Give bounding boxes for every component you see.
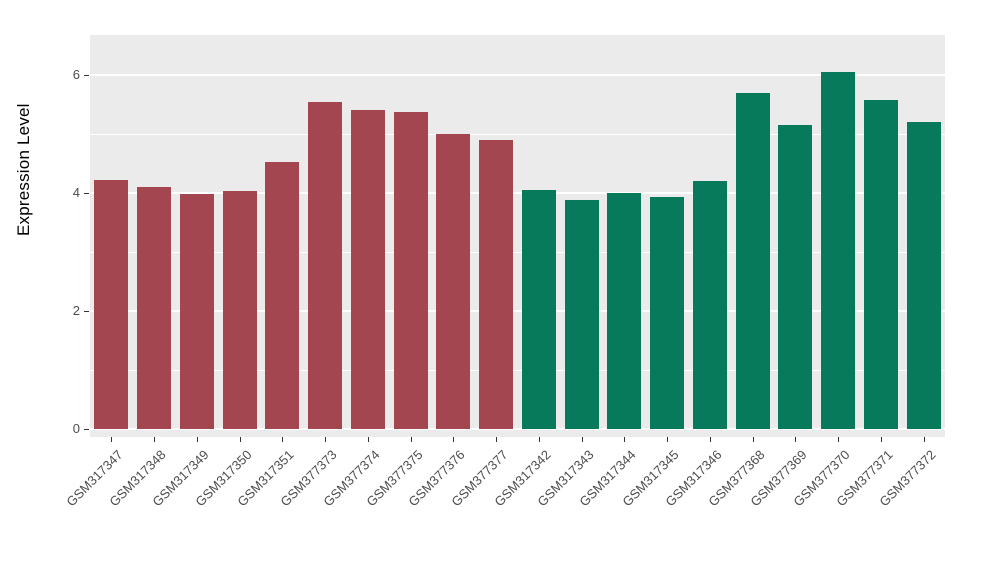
bar <box>650 197 685 429</box>
x-tick-mark <box>282 437 284 442</box>
y-tick-mark <box>84 311 89 312</box>
y-tick-label: 6 <box>72 67 80 82</box>
x-tick-mark <box>880 437 882 442</box>
bar <box>821 72 856 429</box>
x-tick-mark <box>410 437 412 442</box>
x-tick-mark <box>923 437 925 442</box>
x-tick-mark <box>367 437 369 442</box>
y-tick-mark <box>84 429 89 430</box>
gridline-major <box>90 428 945 430</box>
bar <box>308 101 343 429</box>
x-tick-mark <box>624 437 626 442</box>
y-tick-mark <box>84 193 89 194</box>
x-tick-mark <box>325 437 327 442</box>
bar <box>479 139 514 429</box>
gridline-major <box>90 74 945 76</box>
x-tick-mark <box>667 437 669 442</box>
gridline-major <box>90 192 945 194</box>
bar <box>94 180 129 429</box>
x-tick-mark <box>196 437 198 442</box>
bar <box>137 187 172 429</box>
bar <box>436 134 471 429</box>
y-tick-label: 0 <box>72 421 80 436</box>
bar <box>350 110 385 429</box>
x-tick-mark <box>239 437 241 442</box>
y-axis-title: Expression Level <box>14 103 33 236</box>
bar <box>564 200 599 429</box>
gridline-minor <box>90 251 945 253</box>
bar <box>735 92 770 429</box>
bar <box>521 190 556 429</box>
x-tick-mark <box>111 437 113 442</box>
x-tick-mark <box>453 437 455 442</box>
gridline-major <box>90 310 945 312</box>
plot-panel <box>90 35 945 437</box>
x-tick-mark <box>838 437 840 442</box>
y-tick-mark <box>84 75 89 76</box>
x-tick-mark <box>538 437 540 442</box>
x-tick-mark <box>709 437 711 442</box>
bar <box>863 100 898 429</box>
gridline-minor <box>90 133 945 135</box>
x-tick-mark <box>752 437 754 442</box>
bar <box>906 122 941 429</box>
bar <box>607 193 642 429</box>
y-tick-label: 2 <box>72 303 80 318</box>
bar <box>692 181 727 429</box>
x-tick-mark <box>795 437 797 442</box>
bar <box>778 125 813 429</box>
bar <box>265 162 300 429</box>
gridline-minor <box>90 369 945 371</box>
x-tick-mark <box>496 437 498 442</box>
bar <box>222 190 257 429</box>
x-tick-mark <box>154 437 156 442</box>
y-tick-label: 4 <box>72 185 80 200</box>
bar <box>179 194 214 429</box>
bar <box>393 111 428 429</box>
x-tick-mark <box>581 437 583 442</box>
